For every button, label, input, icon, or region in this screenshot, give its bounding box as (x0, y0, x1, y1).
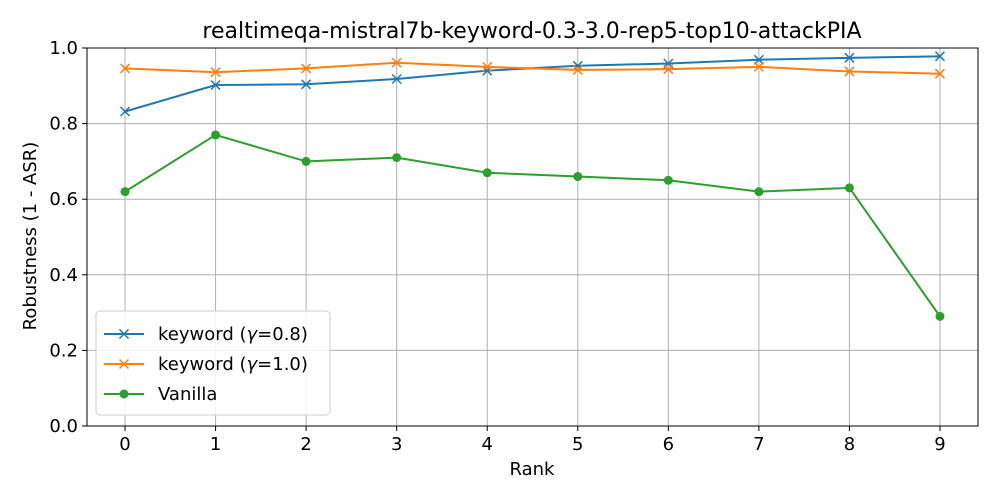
data-point (844, 52, 855, 63)
x-tick-label: 4 (481, 434, 492, 455)
data-point (391, 73, 402, 85)
data-point (753, 61, 764, 72)
data-point (482, 61, 493, 72)
plot-frame (86, 47, 979, 427)
data-point (391, 57, 402, 68)
x-tick-label: 5 (572, 434, 583, 455)
axis-ticks: 0 1 2 3 4 5 6 7 8 9 0.0 0.2 0.4 0.6 0.8 1.0 (49, 38, 945, 455)
x-tick-label: 7 (753, 434, 764, 455)
data-point (392, 153, 402, 163)
data-point (120, 106, 131, 117)
data-point (753, 54, 764, 65)
legend-item: Vanilla (104, 384, 217, 405)
data-point (301, 156, 311, 166)
data-point (118, 328, 130, 340)
data-point (119, 389, 129, 399)
data-point (934, 68, 945, 79)
series-line (124, 133, 941, 317)
chart-title: realtimeqa-mistral7b-keyword-0.3-3.0-rep… (202, 19, 861, 44)
data-point (663, 175, 673, 185)
x-tick-label: 9 (934, 434, 945, 455)
data-point (211, 130, 221, 140)
data-point (754, 187, 764, 197)
data-point (118, 358, 130, 370)
x-tick-label: 3 (391, 434, 402, 455)
data-point (210, 80, 221, 91)
x-tick-label: 1 (210, 434, 221, 455)
series-1 (120, 57, 945, 79)
series-line (124, 55, 940, 113)
series-lines (120, 51, 945, 321)
y-tick-label: 0.4 (49, 265, 78, 286)
x-axis-title: Rank (510, 459, 556, 480)
data-point (934, 51, 945, 62)
legend-label: keyword (γ=1.0) (158, 354, 308, 375)
data-point (210, 67, 221, 78)
data-point (935, 311, 945, 321)
data-point (572, 64, 583, 75)
x-tick-label: 8 (844, 434, 855, 455)
data-point (120, 63, 131, 74)
series-0 (120, 51, 945, 117)
data-point (482, 168, 492, 178)
y-axis-title: Robustness (1 - ASR) (20, 142, 41, 331)
series-line (124, 61, 940, 75)
legend-box (95, 310, 331, 416)
y-tick-label: 0.6 (49, 189, 78, 210)
data-point (301, 63, 312, 74)
data-point (120, 187, 130, 197)
data-point (301, 79, 312, 90)
y-tick-label: 0.0 (49, 416, 78, 437)
y-tick-label: 0.2 (49, 340, 78, 361)
legend-label: keyword (γ=0.8) (158, 324, 308, 345)
legend: keyword (γ=0.8) keyword (γ=1.0) Vanilla (95, 310, 331, 416)
data-point (844, 66, 855, 77)
y-tick-label: 0.8 (49, 114, 78, 135)
series-2 (120, 130, 945, 321)
data-point (572, 60, 583, 71)
x-tick-label: 2 (300, 434, 311, 455)
legend-item: keyword (γ=0.8) (104, 324, 308, 345)
x-tick-label: 0 (119, 434, 130, 455)
x-tick-label: 6 (663, 434, 674, 455)
y-tick-label: 1.0 (49, 38, 78, 59)
legend-item: keyword (γ=1.0) (104, 354, 308, 375)
data-point (573, 172, 583, 182)
legend-label: Vanilla (158, 384, 217, 405)
data-point (663, 64, 674, 75)
data-point (844, 183, 854, 193)
